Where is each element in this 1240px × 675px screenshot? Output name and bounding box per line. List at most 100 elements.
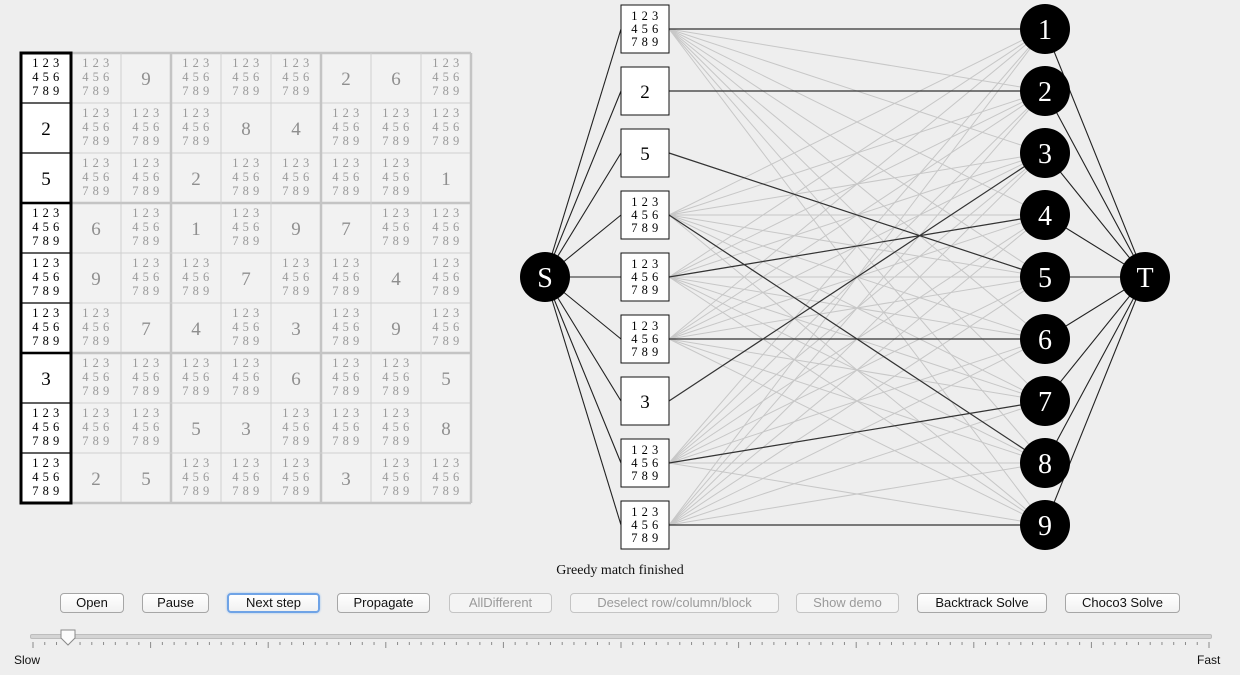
- sudoku-cell[interactable]: 1 2 34 5 67 8 9: [432, 306, 460, 348]
- sudoku-cell[interactable]: 5: [191, 419, 201, 440]
- cell-candidates: 1 2 3: [182, 106, 210, 120]
- sudoku-cell[interactable]: 1 2 34 5 67 8 9: [132, 106, 160, 148]
- sudoku-cell[interactable]: 4: [191, 319, 201, 340]
- sudoku-cell[interactable]: 1 2 34 5 67 8 9: [232, 56, 260, 98]
- sudoku-cell[interactable]: 3: [291, 319, 301, 340]
- sudoku-cell[interactable]: 1 2 34 5 67 8 9: [432, 256, 460, 298]
- speed-slider[interactable]: [30, 634, 1212, 639]
- sudoku-cell[interactable]: 3: [21, 353, 71, 403]
- sudoku-cell[interactable]: 1 2 34 5 67 8 9: [282, 256, 310, 298]
- sudoku-cell[interactable]: 2: [191, 169, 201, 190]
- sudoku-cell[interactable]: 6: [391, 69, 401, 90]
- sudoku-cell[interactable]: 1 2 34 5 67 8 9: [82, 306, 110, 348]
- sudoku-cell[interactable]: 2: [341, 69, 351, 90]
- sudoku-cell[interactable]: 1 2 34 5 67 8 9: [132, 206, 160, 248]
- sudoku-cell[interactable]: 3: [341, 469, 351, 490]
- sudoku-cell[interactable]: 6: [91, 219, 101, 240]
- sudoku-grid[interactable]: 1 2 34 5 67 8 91 2 34 5 67 8 991 2 34 5 …: [0, 0, 480, 510]
- sudoku-cell[interactable]: 9: [391, 319, 401, 340]
- sudoku-cell[interactable]: 1 2 34 5 67 8 9: [21, 453, 71, 503]
- slider-thumb[interactable]: [59, 628, 79, 648]
- sudoku-cell[interactable]: 1 2 34 5 67 8 9: [232, 356, 260, 398]
- pause-button[interactable]: Pause: [142, 593, 209, 613]
- sudoku-cell[interactable]: 1 2 34 5 67 8 9: [282, 156, 310, 198]
- sudoku-cell[interactable]: 1 2 34 5 67 8 9: [21, 303, 71, 353]
- sudoku-cell[interactable]: 7: [341, 219, 351, 240]
- sudoku-cell[interactable]: 2: [21, 103, 71, 153]
- backtrack-solve-button[interactable]: Backtrack Solve: [917, 593, 1047, 613]
- propagate-button[interactable]: Propagate: [337, 593, 430, 613]
- sudoku-cell[interactable]: 1 2 34 5 67 8 9: [432, 456, 460, 498]
- sudoku-cell[interactable]: 1 2 34 5 67 8 9: [282, 406, 310, 448]
- cell-candidates: 4 5 6: [182, 70, 210, 84]
- sudoku-cell[interactable]: 7: [141, 319, 151, 340]
- sudoku-cell[interactable]: 8: [441, 419, 451, 440]
- sudoku-cell[interactable]: 1 2 34 5 67 8 9: [132, 156, 160, 198]
- sudoku-cell[interactable]: 1 2 34 5 67 8 9: [332, 156, 360, 198]
- sudoku-cell[interactable]: 1 2 34 5 67 8 9: [332, 356, 360, 398]
- sudoku-cell[interactable]: 1 2 34 5 67 8 9: [182, 56, 210, 98]
- sudoku-cell[interactable]: 9: [291, 219, 301, 240]
- sudoku-cell[interactable]: 1: [441, 169, 451, 190]
- sudoku-cell[interactable]: 1 2 34 5 67 8 9: [82, 106, 110, 148]
- sudoku-cell[interactable]: 1 2 34 5 67 8 9: [382, 406, 410, 448]
- sudoku-cell[interactable]: 1 2 34 5 67 8 9: [382, 456, 410, 498]
- deselect-button[interactable]: Deselect row/column/block: [570, 593, 779, 613]
- sudoku-cell[interactable]: 1 2 34 5 67 8 9: [332, 106, 360, 148]
- next-step-button[interactable]: Next step: [227, 593, 320, 613]
- sudoku-cell[interactable]: 1 2 34 5 67 8 9: [82, 406, 110, 448]
- sudoku-cell[interactable]: 5: [141, 469, 151, 490]
- sudoku-cell[interactable]: 1 2 34 5 67 8 9: [432, 56, 460, 98]
- show-demo-button[interactable]: Show demo: [796, 593, 899, 613]
- choco3-solve-button[interactable]: Choco3 Solve: [1065, 593, 1180, 613]
- sudoku-cell[interactable]: 1 2 34 5 67 8 9: [282, 456, 310, 498]
- sudoku-cell[interactable]: 4: [291, 119, 301, 140]
- sudoku-cell[interactable]: 1 2 34 5 67 8 9: [382, 156, 410, 198]
- sudoku-cell[interactable]: 1 2 34 5 67 8 9: [332, 306, 360, 348]
- sudoku-cell[interactable]: 1 2 34 5 67 8 9: [21, 403, 71, 453]
- sudoku-cell[interactable]: 1 2 34 5 67 8 9: [82, 156, 110, 198]
- sudoku-cell[interactable]: 1 2 34 5 67 8 9: [332, 406, 360, 448]
- sudoku-cell[interactable]: 8: [241, 119, 251, 140]
- sudoku-cell[interactable]: 4: [391, 269, 401, 290]
- graph-edges: [544, 28, 1146, 526]
- sudoku-cell[interactable]: 1 2 34 5 67 8 9: [21, 253, 71, 303]
- sudoku-cell[interactable]: 1 2 34 5 67 8 9: [382, 106, 410, 148]
- sudoku-cell[interactable]: 5: [21, 153, 71, 203]
- sudoku-cell[interactable]: 1 2 34 5 67 8 9: [182, 106, 210, 148]
- sudoku-cell[interactable]: 3: [241, 419, 251, 440]
- sudoku-cell[interactable]: 9: [141, 69, 151, 90]
- sudoku-cell[interactable]: 5: [441, 369, 451, 390]
- sudoku-cell[interactable]: 1: [191, 219, 201, 240]
- sudoku-cell[interactable]: 1 2 34 5 67 8 9: [82, 356, 110, 398]
- sudoku-cell[interactable]: 7: [241, 269, 251, 290]
- sudoku-cell[interactable]: 1 2 34 5 67 8 9: [82, 56, 110, 98]
- sudoku-cell[interactable]: 1 2 34 5 67 8 9: [182, 256, 210, 298]
- sudoku-cell[interactable]: 1 2 34 5 67 8 9: [282, 56, 310, 98]
- sudoku-cell[interactable]: 1 2 34 5 67 8 9: [21, 203, 71, 253]
- sudoku-cell[interactable]: 1 2 34 5 67 8 9: [382, 356, 410, 398]
- source-node-label: S: [537, 263, 553, 294]
- sudoku-cell[interactable]: 1 2 34 5 67 8 9: [182, 456, 210, 498]
- sudoku-cell[interactable]: 6: [291, 369, 301, 390]
- cell-value: 5: [191, 419, 201, 440]
- open-button[interactable]: Open: [60, 593, 124, 613]
- sudoku-cell[interactable]: 1 2 34 5 67 8 9: [132, 406, 160, 448]
- sudoku-cell[interactable]: 1 2 34 5 67 8 9: [182, 356, 210, 398]
- source-edge: [544, 276, 622, 464]
- alldifferent-button[interactable]: AllDifferent: [449, 593, 552, 613]
- sudoku-cell[interactable]: 1 2 34 5 67 8 9: [432, 106, 460, 148]
- sudoku-cell[interactable]: 1 2 34 5 67 8 9: [232, 156, 260, 198]
- sudoku-cell[interactable]: 1 2 34 5 67 8 9: [332, 256, 360, 298]
- sudoku-cell[interactable]: 1 2 34 5 67 8 9: [232, 206, 260, 248]
- cell-candidates: 4 5 6: [82, 420, 110, 434]
- sudoku-cell[interactable]: 2: [91, 469, 101, 490]
- sudoku-cell[interactable]: 1 2 34 5 67 8 9: [132, 256, 160, 298]
- sudoku-cell[interactable]: 1 2 34 5 67 8 9: [21, 53, 71, 103]
- sudoku-cell[interactable]: 1 2 34 5 67 8 9: [232, 306, 260, 348]
- sudoku-cell[interactable]: 1 2 34 5 67 8 9: [232, 456, 260, 498]
- sudoku-cell[interactable]: 9: [91, 269, 101, 290]
- sudoku-cell[interactable]: 1 2 34 5 67 8 9: [132, 356, 160, 398]
- sudoku-cell[interactable]: 1 2 34 5 67 8 9: [382, 206, 410, 248]
- sudoku-cell[interactable]: 1 2 34 5 67 8 9: [432, 206, 460, 248]
